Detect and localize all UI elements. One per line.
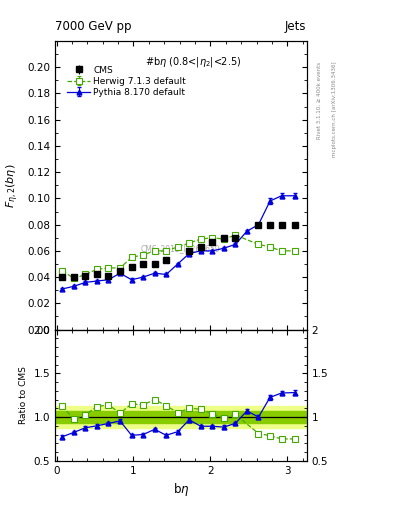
Text: mcplots.cern.ch [arXiv:1306.3436]: mcplots.cern.ch [arXiv:1306.3436] <box>332 61 337 157</box>
Text: #b$\eta$ (0.8<|$\eta_2$|<2.5): #b$\eta$ (0.8<|$\eta_2$|<2.5) <box>145 55 242 70</box>
Bar <box>55 406 307 429</box>
X-axis label: b$\eta$: b$\eta$ <box>173 481 189 498</box>
Text: Jets: Jets <box>285 20 307 33</box>
Y-axis label: $F_{\eta,2}(b\eta)$: $F_{\eta,2}(b\eta)$ <box>5 163 22 207</box>
Bar <box>55 411 307 423</box>
Text: Rivet 3.1.10, ≥ 400k events: Rivet 3.1.10, ≥ 400k events <box>316 61 321 139</box>
Y-axis label: Ratio to CMS: Ratio to CMS <box>19 366 28 424</box>
Legend: CMS, Herwig 7.1.3 default, Pythia 8.170 default: CMS, Herwig 7.1.3 default, Pythia 8.170 … <box>64 63 189 100</box>
Text: CMS_2013_I1265659: CMS_2013_I1265659 <box>141 244 220 253</box>
Text: 7000 GeV pp: 7000 GeV pp <box>55 20 132 33</box>
